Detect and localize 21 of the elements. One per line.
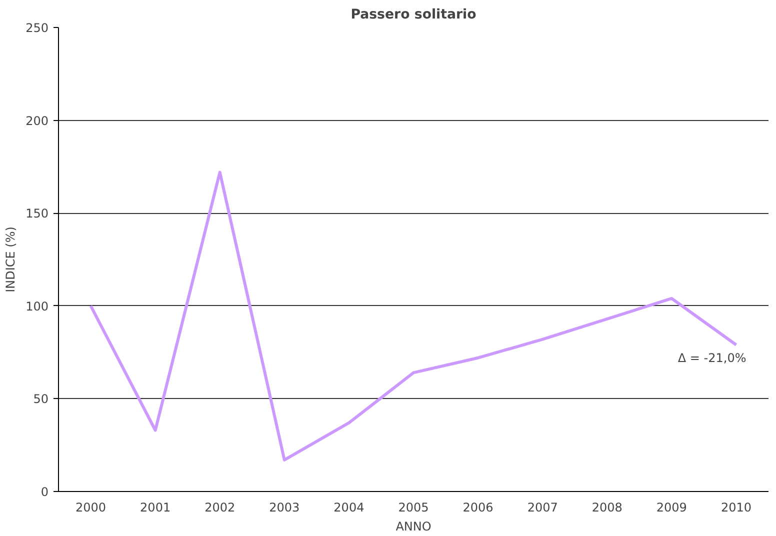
x-tick-label: 2005 (398, 500, 429, 514)
y-tick-label: 50 (33, 392, 49, 406)
y-axis-title: INDICE (%) (4, 226, 18, 292)
x-tick-label: 2008 (592, 500, 622, 514)
x-tick-label: 2002 (204, 500, 236, 514)
y-tick-label: 250 (26, 21, 48, 35)
x-tick-label: 2009 (656, 500, 687, 514)
y-tick-label: 200 (26, 114, 48, 128)
y-tick-label: 100 (26, 299, 48, 314)
x-tick-label: 2010 (720, 500, 752, 514)
y-tick-label: 150 (26, 206, 48, 221)
x-tick-label: 2004 (334, 500, 364, 514)
y-tick-label: 0 (40, 485, 49, 499)
x-tick-label: 2001 (140, 500, 171, 514)
chart-title: Passero solitario (350, 8, 476, 22)
x-tick-label: 2000 (76, 500, 106, 514)
x-axis-title: ANNO (396, 520, 432, 534)
x-tick-label: 2007 (527, 500, 558, 514)
annotation: Δ = -21,0% (678, 350, 746, 365)
x-tick-label: 2003 (269, 500, 300, 514)
x-tick-label: 2006 (462, 500, 494, 514)
